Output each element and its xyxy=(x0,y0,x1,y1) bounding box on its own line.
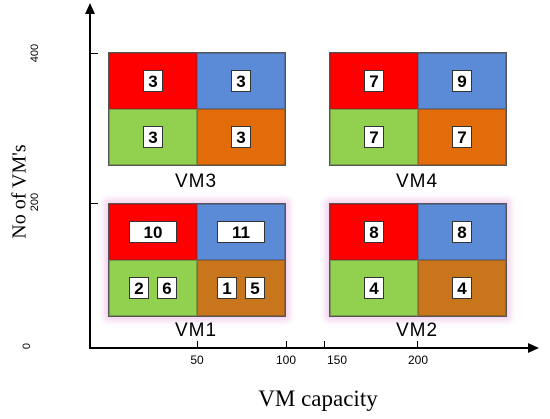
vm3-block: 3 3 3 3 xyxy=(108,52,286,166)
vm4-block: 7 9 7 7 xyxy=(329,52,507,166)
x-tick-label-200: 200 xyxy=(407,353,429,367)
x-tick-100 xyxy=(286,341,287,349)
vm1-blue-cell: 11 xyxy=(197,204,285,260)
vm3-green-value: 3 xyxy=(143,126,163,148)
vm1-block: 10 11 2 6 1 5 xyxy=(108,203,286,317)
vm4-blue-value: 9 xyxy=(452,70,472,92)
x-axis-line xyxy=(89,347,529,349)
vm3-blue-value: 3 xyxy=(231,70,251,92)
vm1-orange-value-1: 1 xyxy=(217,277,237,299)
vm3-blue-cell: 3 xyxy=(197,53,285,109)
vm1-orange-value-2: 5 xyxy=(245,277,265,299)
vm1-green-value-1: 2 xyxy=(129,277,149,299)
vm3-red-cell: 3 xyxy=(109,53,197,109)
vm1-orange-cell: 1 5 xyxy=(197,260,285,316)
vm2-green-cell: 4 xyxy=(330,260,418,316)
vm1-green-value-2: 6 xyxy=(157,277,177,299)
vm2-label: VM2 xyxy=(395,320,439,341)
vm1-blue-value: 11 xyxy=(217,221,265,243)
y-axis-title: No of VM's xyxy=(8,144,31,239)
vm4-blue-cell: 9 xyxy=(418,53,506,109)
x-tick-50 xyxy=(197,341,198,349)
y-axis-arrow-icon xyxy=(85,3,95,14)
x-axis-arrow-icon xyxy=(528,343,539,353)
vm2-blue-cell: 8 xyxy=(418,204,506,260)
vm3-green-cell: 3 xyxy=(109,109,197,165)
y-tick-label-0: 0 xyxy=(21,342,33,350)
vm2-orange-cell: 4 xyxy=(418,260,506,316)
vm1-red-value: 10 xyxy=(129,221,177,243)
y-axis-line xyxy=(89,12,91,348)
vm2-orange-value: 4 xyxy=(452,277,472,299)
vm4-green-value: 7 xyxy=(364,126,384,148)
vm3-orange-value: 3 xyxy=(231,126,251,148)
x-tick-200 xyxy=(417,341,418,349)
y-tick-200 xyxy=(90,203,98,204)
vm4-red-cell: 7 xyxy=(330,53,418,109)
y-tick-label-400: 400 xyxy=(29,43,41,63)
vm4-orange-cell: 7 xyxy=(418,109,506,165)
vm4-red-value: 7 xyxy=(364,70,384,92)
vm2-red-cell: 8 xyxy=(330,204,418,260)
vm1-label: VM1 xyxy=(174,320,218,341)
vm3-red-value: 3 xyxy=(143,70,163,92)
x-axis-title: VM capacity xyxy=(258,386,378,411)
x-tick-label-150: 150 xyxy=(326,353,348,367)
vm4-label: VM4 xyxy=(395,171,439,192)
x-tick-150 xyxy=(324,341,325,349)
vm2-green-value: 4 xyxy=(364,277,384,299)
vm4-green-cell: 7 xyxy=(330,109,418,165)
vm3-label: VM3 xyxy=(174,171,218,192)
vm4-orange-value: 7 xyxy=(452,126,472,148)
vm1-red-cell: 10 xyxy=(109,204,197,260)
x-tick-label-100: 100 xyxy=(275,353,297,367)
vm1-green-cell: 2 6 xyxy=(109,260,197,316)
vm3-orange-cell: 3 xyxy=(197,109,285,165)
vm2-block: 8 8 4 4 xyxy=(329,203,507,317)
y-tick-400 xyxy=(90,53,98,54)
x-tick-label-50: 50 xyxy=(190,353,204,367)
vm2-blue-value: 8 xyxy=(452,221,472,243)
vm2-red-value: 8 xyxy=(364,221,384,243)
